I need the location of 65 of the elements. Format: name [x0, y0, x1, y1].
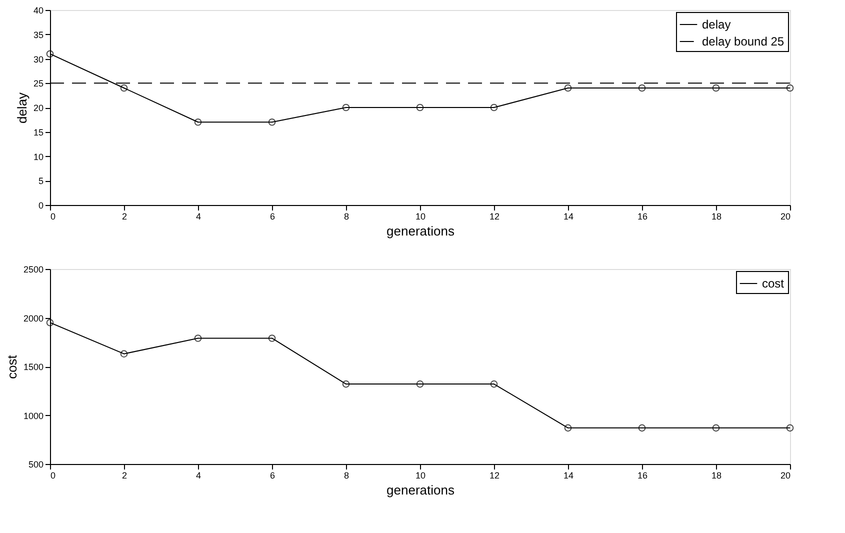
- x-tick-label: 2: [122, 212, 128, 222]
- point: [712, 424, 720, 432]
- x-tick-label: 8: [344, 470, 350, 480]
- point: [194, 118, 202, 126]
- y-tick-label: 2000: [23, 313, 44, 324]
- point: [120, 350, 128, 358]
- point: [638, 84, 646, 92]
- point: [490, 380, 498, 388]
- y-tick-label: 1000: [23, 410, 44, 421]
- x-axis-title: generations: [386, 224, 455, 238]
- y-tick-label: 15: [33, 127, 44, 138]
- point: [46, 50, 54, 58]
- y-tick-label: 35: [33, 30, 44, 40]
- x-tick-label: 6: [270, 212, 276, 222]
- point: [416, 104, 424, 112]
- x-tick-label: 14: [563, 212, 574, 222]
- x-tick-label: 12: [489, 470, 500, 480]
- x-tick-label: 20: [780, 470, 790, 480]
- y-tick-label: 25: [33, 78, 44, 89]
- y-tick-label: 40: [33, 6, 44, 16]
- point: [712, 84, 720, 92]
- x-tick-label: 0: [50, 212, 56, 222]
- x-tick-label: 16: [637, 212, 648, 222]
- point: [268, 334, 276, 342]
- x-tick-label: 14: [563, 470, 574, 480]
- point: [564, 424, 572, 432]
- point: [416, 380, 424, 388]
- point: [120, 84, 128, 92]
- y-tick-label: 500: [28, 460, 44, 470]
- point: [342, 380, 350, 388]
- legend-label: delay: [702, 18, 731, 32]
- y-tick-label: 5: [38, 176, 44, 186]
- x-tick-label: 10: [415, 470, 426, 480]
- legend-label: cost: [762, 276, 785, 290]
- point: [46, 318, 54, 326]
- x-tick-label: 4: [196, 470, 202, 480]
- legend-label: delay bound 25: [702, 34, 784, 48]
- point: [268, 118, 276, 126]
- y-axis-title: delay: [14, 92, 30, 124]
- y-tick-label: 20: [33, 103, 44, 113]
- x-tick-label: 18: [711, 212, 722, 222]
- x-tick-label: 4: [196, 212, 202, 222]
- x-tick-label: 8: [344, 212, 350, 222]
- x-axis-title: generations: [386, 482, 455, 498]
- point: [194, 334, 202, 342]
- x-tick-label: 20: [780, 212, 790, 222]
- x-tick-label: 6: [270, 470, 276, 480]
- y-tick-label: 30: [33, 54, 44, 64]
- y-tick-label: 10: [33, 152, 44, 162]
- point: [564, 84, 572, 92]
- point: [786, 84, 794, 92]
- x-tick-label: 12: [489, 212, 500, 222]
- x-tick-label: 16: [637, 470, 648, 480]
- y-tick-label: 0: [38, 200, 44, 210]
- point: [638, 424, 646, 432]
- point: [490, 104, 498, 112]
- x-tick-label: 0: [50, 470, 56, 480]
- x-tick-label: 2: [122, 470, 128, 480]
- point: [786, 424, 794, 432]
- y-tick-label: 1500: [23, 362, 44, 372]
- x-tick-label: 10: [415, 212, 426, 222]
- y-axis-title: cost: [4, 354, 20, 379]
- x-tick-label: 18: [711, 470, 722, 480]
- point: [342, 104, 350, 112]
- y-tick-label: 2500: [23, 264, 44, 274]
